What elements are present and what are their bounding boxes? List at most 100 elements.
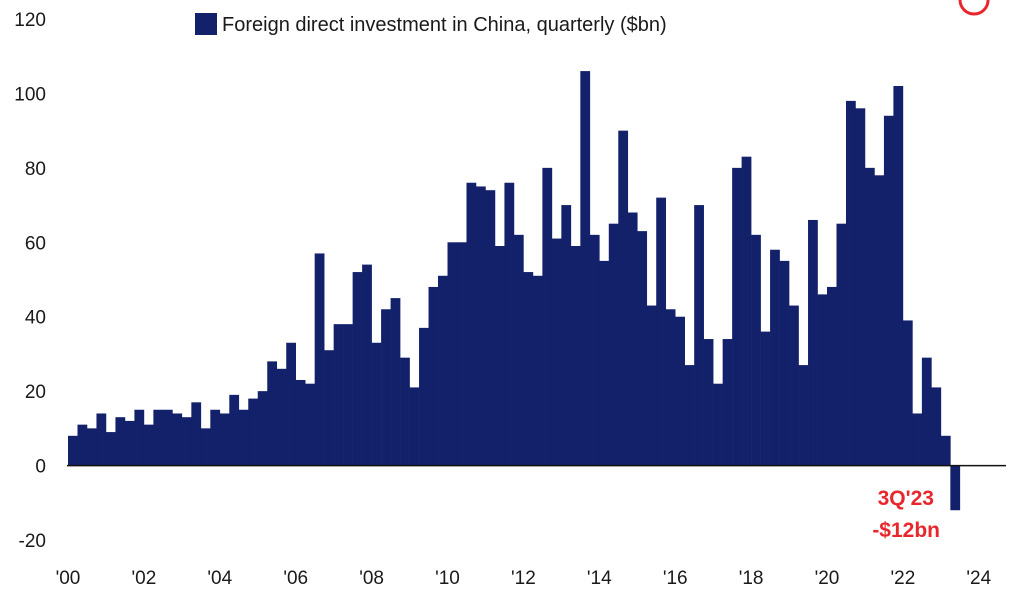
bar [656,197,667,466]
bar [789,305,799,466]
x-tick-label: '12 [511,568,536,589]
x-tick-label: '04 [207,568,232,589]
bar [390,298,401,466]
x-tick-label: '18 [739,568,764,589]
bar [779,260,790,466]
bar [722,339,733,466]
bar [532,275,543,466]
bar [456,242,467,466]
y-tick-label: 0 [35,457,46,478]
bar [466,182,477,466]
bar [931,387,942,466]
x-tick-label: '14 [587,568,612,589]
bar [181,417,192,466]
bar [238,409,249,466]
x-tick-label: '22 [891,568,916,589]
x-tick-label: '06 [283,568,308,589]
bar [570,246,581,466]
bar [675,316,685,466]
y-tick-label: 100 [14,84,46,105]
y-tick-label: 120 [14,10,46,31]
bar [381,309,391,466]
bar [770,249,780,466]
bar [827,286,837,466]
annotation-label-quarter: 3Q'23 [878,487,934,510]
y-tick-label: -20 [19,531,46,552]
bar [86,428,97,466]
legend-swatch [195,13,217,35]
bar [371,342,382,466]
bar [172,413,183,466]
bar [561,205,572,466]
x-tick-label: '20 [815,568,840,589]
bar [96,413,107,466]
bar [618,130,629,466]
bar [115,417,126,466]
bar [599,260,610,466]
bar [921,357,932,466]
bar [845,100,856,466]
bar [694,205,704,466]
bar [893,85,904,466]
bar [741,156,752,466]
bar [475,186,486,466]
bar [134,409,145,466]
legend-label: Foreign direct investment in China, quar… [222,14,667,36]
bar [760,331,771,466]
bar [267,361,278,466]
bar [229,394,240,466]
x-tick-label: '08 [359,568,384,589]
bar [124,420,135,466]
bar [665,309,676,466]
bar [324,350,334,466]
bar [295,379,306,466]
bar [485,190,496,466]
bar [362,264,372,466]
bar [808,219,818,466]
bar [523,272,534,466]
bar [589,234,600,466]
y-tick-label: 20 [25,382,46,403]
bar [902,320,913,466]
bar [200,428,211,466]
bar [305,383,315,466]
bar [428,286,439,466]
bar [855,108,866,466]
bar [637,231,648,466]
bar [713,383,723,466]
bar [864,167,875,466]
bar [400,357,410,466]
bar [153,409,164,466]
bar [68,435,78,466]
bar [352,272,363,466]
bar [438,275,448,466]
bars-group [68,71,961,511]
bar [940,435,951,466]
y-tick-label: 60 [25,233,46,254]
bar [836,223,847,466]
bar [248,398,259,466]
bar [798,365,809,466]
bar [608,223,619,466]
bar [494,246,505,466]
bar [627,212,638,466]
bar [314,253,325,466]
x-tick-label: '16 [663,568,688,589]
y-axis-ticks: -20 0 20 40 60 80 100 120 [14,10,46,552]
legend: Foreign direct investment in China, quar… [195,13,667,36]
bar [912,413,923,466]
y-tick-label: 40 [25,308,46,329]
bar [542,167,553,466]
bar [343,324,353,466]
bar [513,234,524,466]
bar [504,182,515,466]
bar [732,167,742,466]
bar [419,327,429,466]
bar [950,465,961,511]
bar [210,409,221,466]
bar [874,175,885,466]
bar [409,387,420,466]
bar [817,294,828,466]
